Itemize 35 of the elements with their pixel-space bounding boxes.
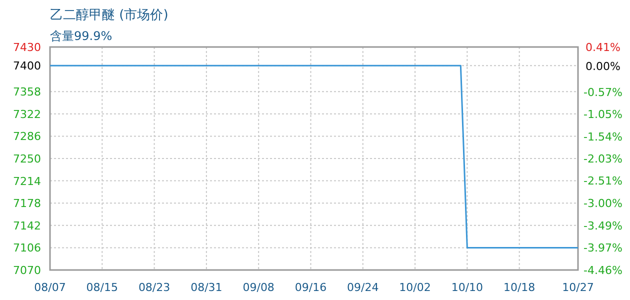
- x-tick-label: 08/07: [34, 281, 66, 294]
- x-tick-label: 09/24: [347, 281, 379, 294]
- y-tick-label: 7322: [13, 108, 41, 121]
- x-tick-label: 08/31: [190, 281, 222, 294]
- y2-tick-label: -1.54%: [584, 130, 622, 144]
- x-tick-label: 08/23: [138, 281, 170, 294]
- y-tick-label: 7358: [13, 86, 41, 99]
- y2-tick-label: -3.49%: [584, 220, 622, 233]
- y2-tick-label: -3.00%: [584, 197, 622, 210]
- y-tick-label: 7106: [13, 242, 41, 255]
- x-tick-label: 09/16: [294, 281, 327, 294]
- y2-tick-label: -2.51%: [584, 174, 622, 188]
- y-tick-label: 7286: [13, 130, 41, 144]
- y-tick-label: 7430: [13, 41, 41, 54]
- y2-tick-label: 0.41%: [586, 41, 620, 54]
- y-tick-label: 7142: [13, 219, 41, 232]
- x-tick-label: 10/02: [399, 281, 431, 294]
- chart-title: 乙二醇甲醚 (市场价): [50, 8, 168, 23]
- y-tick-label: 7400: [13, 60, 41, 73]
- x-tick-label: 10/27: [562, 281, 594, 294]
- y2-tick-label: -1.05%: [584, 108, 622, 121]
- y-tick-label: 7250: [13, 152, 41, 166]
- y2-tick-label: -2.03%: [584, 152, 622, 166]
- x-tick-label: 08/15: [86, 281, 118, 294]
- y-tick-label: 7214: [13, 174, 41, 188]
- y2-tick-label: -0.57%: [584, 86, 622, 99]
- y2-tick-label: -3.97%: [584, 242, 622, 255]
- x-tick-label: 10/10: [451, 281, 484, 294]
- y-tick-label: 7178: [13, 197, 41, 210]
- y-tick-label: 7070: [13, 264, 41, 277]
- y2-tick-label: 0.00%: [586, 60, 620, 73]
- chart-subtitle: 含量99.9%: [50, 29, 112, 43]
- x-tick-label: 09/08: [242, 281, 274, 294]
- x-tick-label: 10/18: [503, 281, 536, 294]
- y2-tick-label: -4.46%: [584, 264, 622, 277]
